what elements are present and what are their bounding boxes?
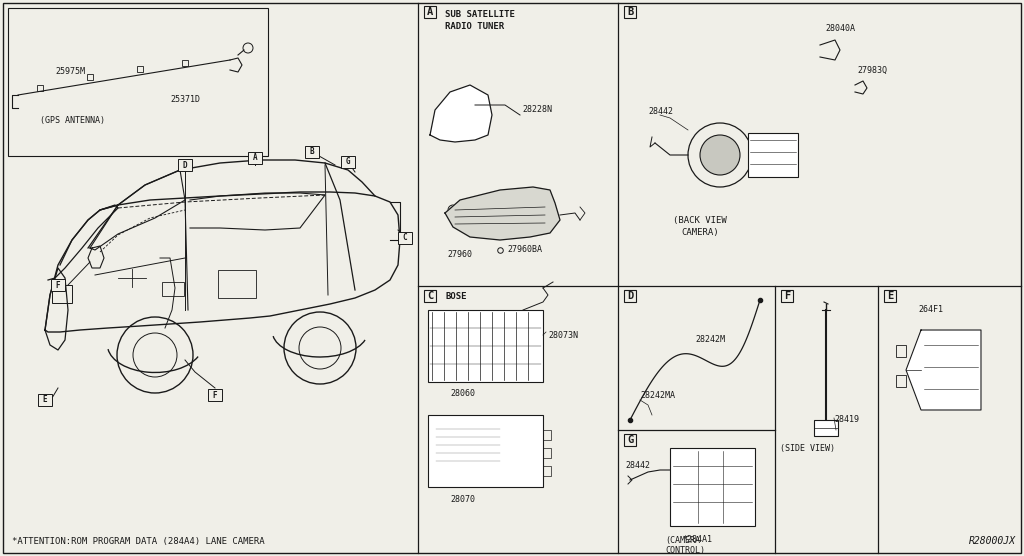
Polygon shape xyxy=(445,187,560,240)
Bar xyxy=(182,60,188,66)
Bar xyxy=(137,66,143,72)
Bar xyxy=(543,430,551,440)
Bar xyxy=(341,156,355,168)
Text: D: D xyxy=(182,161,187,170)
Text: E: E xyxy=(887,291,893,301)
Bar xyxy=(814,420,838,436)
Bar xyxy=(884,290,896,302)
Text: G: G xyxy=(627,435,633,445)
Bar xyxy=(178,159,193,171)
Text: A: A xyxy=(427,7,433,17)
Text: *284A1: *284A1 xyxy=(682,535,712,544)
Text: *ATTENTION:ROM PROGRAM DATA (284A4) LANE CAMERA: *ATTENTION:ROM PROGRAM DATA (284A4) LANE… xyxy=(12,537,264,546)
Text: B: B xyxy=(627,7,633,17)
Text: 28419: 28419 xyxy=(834,415,859,424)
Bar xyxy=(543,466,551,476)
Text: A: A xyxy=(253,153,257,162)
Bar xyxy=(52,285,72,303)
Text: 28442: 28442 xyxy=(648,107,673,117)
Text: 28073N: 28073N xyxy=(548,330,578,340)
Text: G: G xyxy=(346,157,350,166)
Text: 25371D: 25371D xyxy=(170,96,200,105)
Bar xyxy=(8,8,268,156)
Text: (SIDE VIEW): (SIDE VIEW) xyxy=(780,444,835,453)
Text: 25975M: 25975M xyxy=(55,67,85,77)
Text: (GPS ANTENNA): (GPS ANTENNA) xyxy=(40,116,105,125)
Bar xyxy=(624,290,636,302)
Text: (BACK VIEW: (BACK VIEW xyxy=(673,216,727,225)
Bar xyxy=(896,345,906,357)
Bar xyxy=(424,290,436,302)
Text: C: C xyxy=(402,234,408,242)
Bar xyxy=(428,415,543,487)
Text: 264F1: 264F1 xyxy=(918,305,943,315)
Bar xyxy=(624,6,636,18)
Bar xyxy=(624,434,636,446)
Bar xyxy=(87,74,93,80)
Text: E: E xyxy=(43,395,47,405)
Text: R28000JX: R28000JX xyxy=(969,536,1016,546)
Text: 27983Q: 27983Q xyxy=(857,66,887,75)
Text: 28040A: 28040A xyxy=(825,24,855,33)
Text: F: F xyxy=(784,291,791,301)
Bar xyxy=(398,232,412,244)
Text: D: D xyxy=(627,291,633,301)
Polygon shape xyxy=(906,330,981,410)
Text: SUB SATELLITE: SUB SATELLITE xyxy=(445,10,515,19)
Bar xyxy=(248,152,262,164)
Bar xyxy=(428,310,543,382)
Text: 28060: 28060 xyxy=(450,390,475,399)
Text: (CAMERA: (CAMERA xyxy=(665,535,700,544)
Text: RADIO TUNER: RADIO TUNER xyxy=(445,22,504,31)
Text: 28242M: 28242M xyxy=(695,335,725,345)
Text: 27960BA: 27960BA xyxy=(507,246,542,255)
Text: 28070: 28070 xyxy=(450,494,475,504)
Text: 27960: 27960 xyxy=(447,250,472,259)
Bar xyxy=(781,290,793,302)
Bar xyxy=(208,389,222,401)
Text: F: F xyxy=(55,280,60,290)
Bar xyxy=(51,279,65,291)
Bar xyxy=(896,375,906,387)
Text: F: F xyxy=(213,390,217,400)
Bar xyxy=(37,85,43,91)
Bar xyxy=(305,146,319,158)
Text: BOSE: BOSE xyxy=(445,292,467,301)
Text: 28442: 28442 xyxy=(625,460,650,469)
Text: 28242MA: 28242MA xyxy=(640,390,675,400)
Text: CAMERA): CAMERA) xyxy=(681,227,719,236)
Circle shape xyxy=(700,135,740,175)
Bar xyxy=(434,423,502,471)
Text: C: C xyxy=(427,291,433,301)
Bar xyxy=(162,282,184,296)
Text: 28228N: 28228N xyxy=(522,106,552,115)
Bar xyxy=(218,270,256,298)
Text: CONTROL): CONTROL) xyxy=(665,547,705,555)
Polygon shape xyxy=(430,85,492,142)
Text: B: B xyxy=(309,147,314,156)
Bar xyxy=(38,394,52,406)
Bar xyxy=(543,448,551,458)
Bar xyxy=(748,133,798,177)
Bar xyxy=(670,448,755,526)
Bar xyxy=(424,6,436,18)
